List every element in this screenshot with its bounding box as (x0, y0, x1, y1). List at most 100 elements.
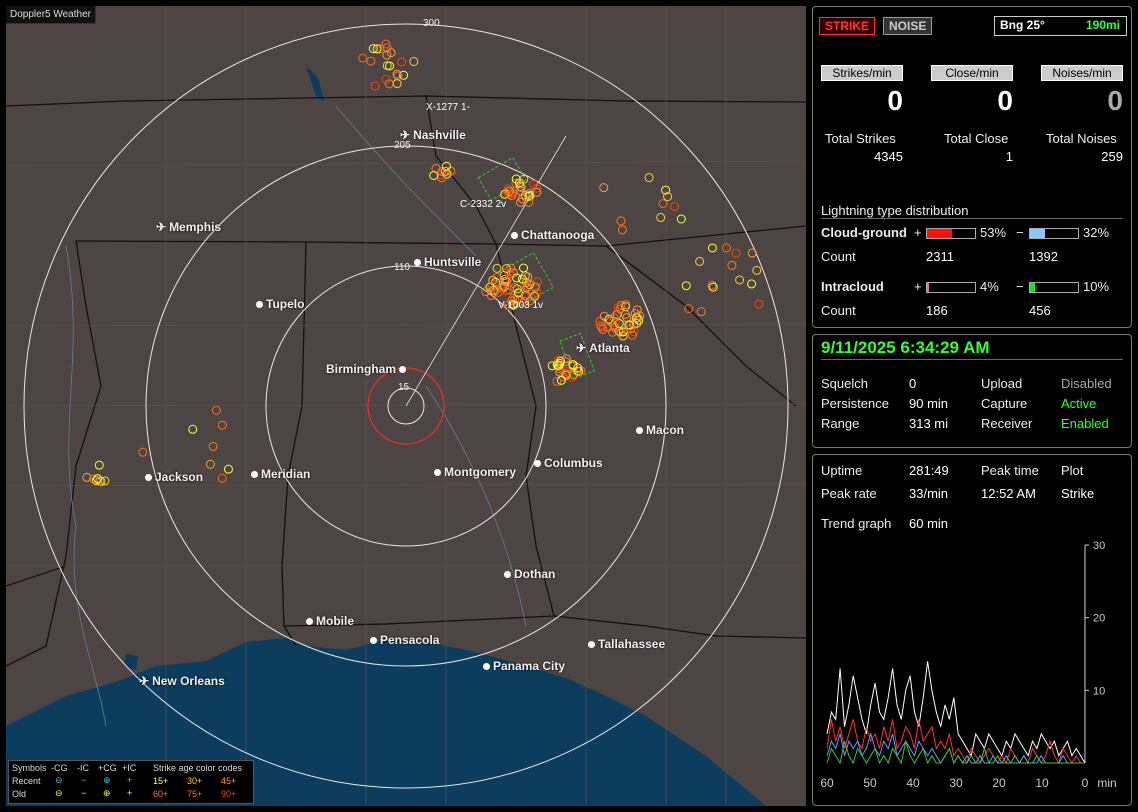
strike-marker (511, 174, 521, 184)
strike-marker (429, 170, 439, 180)
city-mobile: Mobile (306, 614, 354, 628)
pos-cg-recent-icon: ⊕ (103, 775, 111, 785)
upload-value: Disabled (1061, 376, 1112, 391)
settings-panel: 9/11/2025 6:34:29 AM Squelch 0 Upload Di… (812, 334, 1132, 448)
state-borders (6, 95, 806, 667)
strike-marker (504, 285, 514, 295)
strike-marker (508, 300, 518, 310)
plot-value[interactable]: Strike (1061, 486, 1095, 501)
strike-marker (500, 276, 510, 286)
cg-negative-percent: 32% (1083, 225, 1110, 240)
divider (821, 359, 1123, 360)
pos-ic-old-icon: + (127, 788, 133, 798)
strike-marker (614, 326, 624, 336)
cg-negative-bar (1029, 228, 1079, 239)
city-dot-icon (483, 663, 490, 671)
airport-icon: ✈ (156, 220, 167, 234)
strike-marker (644, 173, 654, 183)
peak-time-label: Peak time (981, 463, 1039, 478)
strike-marker (370, 81, 380, 91)
city-nashville: ✈ Nashville (400, 128, 466, 142)
capture-value: Active (1061, 396, 1097, 411)
strike-marker (708, 282, 718, 292)
strike-marker (754, 299, 764, 309)
legend-pos-cg: +CG (98, 763, 117, 773)
strike-marker (573, 363, 583, 373)
storm-label: V-1003 1v (498, 300, 544, 311)
plus-sign: + (914, 225, 922, 240)
strike-marker (576, 366, 586, 376)
x-tick-label: 40 (906, 776, 920, 790)
strike-marker (663, 192, 673, 202)
city-panama-city: Panama City (483, 659, 565, 673)
strike-marker (524, 197, 534, 207)
legend-age-title: Strike age color codes (153, 763, 243, 773)
strike-markers (82, 39, 764, 486)
storm-label: X-1277 1- (426, 102, 470, 113)
ic-positive-fill (927, 283, 929, 292)
strike-marker (617, 225, 627, 235)
strike-marker (613, 303, 623, 313)
strike-marker (553, 355, 563, 365)
cg-negative-fill (1030, 229, 1046, 238)
age-old-75: 75+ (187, 789, 203, 799)
noise-mode-button[interactable]: NOISE (883, 17, 933, 35)
city-montgomery: Montgomery (434, 465, 516, 479)
cg-count-label: Count (821, 249, 856, 264)
lightning-map[interactable]: Doppler5 Weather 300 205 110 15 X-1277 1… (6, 6, 806, 806)
city-dot-icon (145, 474, 152, 482)
x-tick-label: 20 (992, 776, 1006, 790)
airport-icon: ✈ (576, 341, 587, 355)
bearing-readout: Bng 25° 190mi (994, 16, 1127, 36)
strike-mode-button[interactable]: STRIKE (819, 17, 876, 35)
receiver-label: Receiver (981, 416, 1033, 431)
strike-marker (532, 187, 542, 197)
strike-marker (696, 307, 706, 317)
neg-cg-recent-icon: ⊖ (55, 775, 63, 785)
legend-symbols-label: Symbols (12, 763, 47, 773)
divider (821, 218, 1123, 219)
strike-marker (499, 281, 509, 291)
close-per-min-value: 0 (997, 85, 1013, 116)
squelch-label: Squelch (821, 376, 868, 391)
strike-marker (505, 268, 515, 278)
strikes-per-min-header: Strikes/min (821, 65, 903, 81)
cg-positive-bar (926, 228, 976, 239)
legend-neg-cg: -CG (51, 763, 68, 773)
strike-marker (618, 327, 628, 337)
strike-marker (382, 61, 392, 71)
peak-rate-label: Peak rate (821, 486, 877, 501)
strike-marker (604, 314, 614, 324)
city-dot-icon (434, 469, 441, 477)
uptime-label: Uptime (821, 463, 863, 478)
strike-marker (512, 273, 522, 283)
city-pensacola: Pensacola (370, 633, 439, 647)
noises-per-min-value: 0 (1107, 85, 1123, 116)
strike-marker (510, 295, 520, 305)
storm-label: C-2332 2v (460, 199, 507, 210)
strike-marker (95, 476, 105, 486)
map-canvas[interactable] (6, 6, 806, 806)
strike-marker (670, 201, 680, 211)
city-dot-icon (306, 618, 313, 626)
total-noises-label: Total Noises (1046, 131, 1117, 146)
strike-marker (633, 313, 643, 323)
datetime-display: 9/11/2025 6:34:29 AM (821, 338, 990, 357)
ring-label-205: 205 (394, 140, 411, 151)
strike-marker (516, 182, 526, 192)
persistence-value: 90 min (909, 396, 949, 411)
trend-series-line (826, 741, 1085, 765)
y-tick-label: 10 (1093, 685, 1105, 697)
uptime-value: 281:49 (909, 463, 949, 478)
strike-marker (525, 296, 535, 306)
strike-marker (752, 265, 762, 275)
strike-marker (515, 181, 525, 191)
x-tick-label: 10 (1035, 776, 1049, 790)
strike-marker (556, 375, 566, 385)
strike-marker (747, 248, 757, 258)
strike-marker (382, 50, 392, 60)
strike-marker (599, 183, 609, 193)
ic-negative-count: 456 (1029, 303, 1051, 318)
strike-marker (658, 199, 668, 209)
strike-marker (627, 330, 637, 340)
